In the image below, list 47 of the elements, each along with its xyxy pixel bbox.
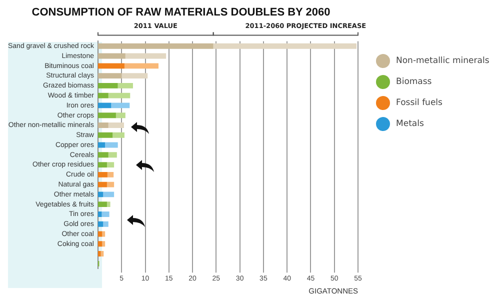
text: Biomass [396, 76, 432, 86]
bar [108, 92, 130, 98]
bar [102, 231, 106, 237]
bar [98, 82, 118, 88]
bar [112, 132, 124, 138]
bar [98, 112, 116, 118]
bar [98, 192, 104, 198]
bar [106, 202, 110, 208]
bar [98, 251, 101, 256]
text: Fossil fuels [396, 98, 442, 108]
bar [98, 142, 106, 148]
bar [103, 221, 108, 227]
bar [106, 162, 114, 168]
text: Metals [396, 118, 424, 128]
bar [98, 241, 102, 247]
bar [107, 172, 114, 178]
bar [98, 172, 108, 178]
bar [98, 202, 107, 208]
bar [125, 53, 166, 59]
bar [108, 152, 117, 158]
bar [98, 63, 124, 69]
bar [98, 43, 214, 49]
bar [98, 122, 108, 128]
bar [213, 43, 357, 49]
bar [105, 142, 118, 148]
chart-title: CONSUMPTION OF RAW MATERIALS DOUBLES BY 2060 [32, 6, 330, 19]
bar [111, 102, 130, 108]
bar [124, 63, 158, 69]
bar [116, 112, 126, 118]
bar [106, 182, 114, 188]
bar [118, 82, 133, 88]
bar [98, 152, 108, 158]
bar [98, 92, 108, 98]
bar [98, 53, 126, 59]
bar [122, 73, 148, 79]
bar [102, 241, 106, 247]
text: Non-metallic minerals [396, 56, 490, 66]
bar [98, 73, 122, 79]
bar [108, 122, 124, 128]
bar [98, 221, 104, 227]
bar [98, 162, 107, 168]
bar [98, 212, 102, 217]
bar [103, 192, 114, 198]
bar [102, 212, 110, 217]
bar [98, 182, 107, 188]
bar [98, 102, 112, 108]
bar [98, 132, 113, 138]
